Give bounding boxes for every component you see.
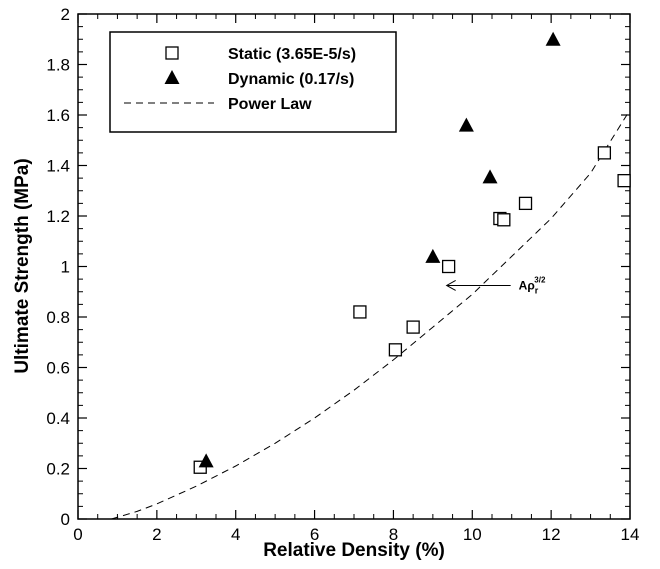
y-axis-label: Ultimate Strength (MPa) [12,158,33,373]
static-data-point [497,213,511,227]
static-data-point [353,305,367,319]
x-tick-label: 10 [463,525,482,544]
axis-tick-labels: 0 2 4 6 8 10 12 14 0 0.2 0.4 0.6 0.8 1 1.2 1.4 1.6 1.8 2 [46,5,639,544]
x-tick-label: 6 [310,525,319,544]
static-data-point [617,173,631,188]
static-data-point [518,196,533,211]
y-tick-label: 2 [61,5,70,24]
legend-label-static: Static (3.65E-5/s) [228,46,356,63]
x-tick-label: 14 [621,525,640,544]
dynamic-data-point [198,453,214,468]
y-tick-label: 1.6 [46,106,70,125]
x-tick-label: 0 [73,525,82,544]
annotation-main-text: Aρ [519,278,535,292]
annotation-superscript: 3/2 [534,275,546,284]
legend-label-power-law: Power Law [228,96,312,113]
axis-ticks [77,13,631,520]
static-data-point [388,343,403,357]
x-tick-label: 8 [389,525,398,544]
y-tick-label: 1.4 [46,157,70,176]
legend-label-dynamic: Dynamic (0.17/s) [228,71,354,88]
data-markers [193,31,631,474]
y-tick-label: 1 [61,258,70,277]
dynamic-data-point [545,31,561,46]
dynamic-data-point [482,169,498,184]
y-tick-label: 0 [61,510,70,529]
annotation-subscript: r [535,285,539,295]
x-tick-label: 4 [231,525,240,544]
y-tick-label: 0.6 [46,359,70,378]
dynamic-data-point [458,117,474,132]
y-tick-label: 1.8 [46,56,70,75]
y-tick-label: 0.4 [46,409,70,428]
annotation-label: Aρr3/2 [519,275,546,295]
power-law-series [111,109,631,520]
annotation: Aρr3/2 [445,275,546,295]
legend-symbol-dynamic [164,70,180,84]
legend: Static (3.65E-5/s) Dynamic (0.17/s) Power … [109,31,397,133]
dynamic-data-point [425,248,441,263]
legend-symbol-static [165,46,179,60]
x-tick-label: 12 [542,525,561,544]
power-law-line [111,109,631,520]
y-tick-label: 1.2 [46,207,70,226]
y-tick-label: 0.2 [46,460,70,479]
static-data-point [406,320,420,334]
x-axis-label: Relative Density (%) [263,540,445,561]
static-data-point [441,259,456,274]
static-data-point [597,146,612,160]
annotation-arrow-head [445,280,456,291]
legend-box [109,31,397,133]
y-tick-label: 0.8 [46,308,70,327]
x-tick-label: 2 [152,525,161,544]
